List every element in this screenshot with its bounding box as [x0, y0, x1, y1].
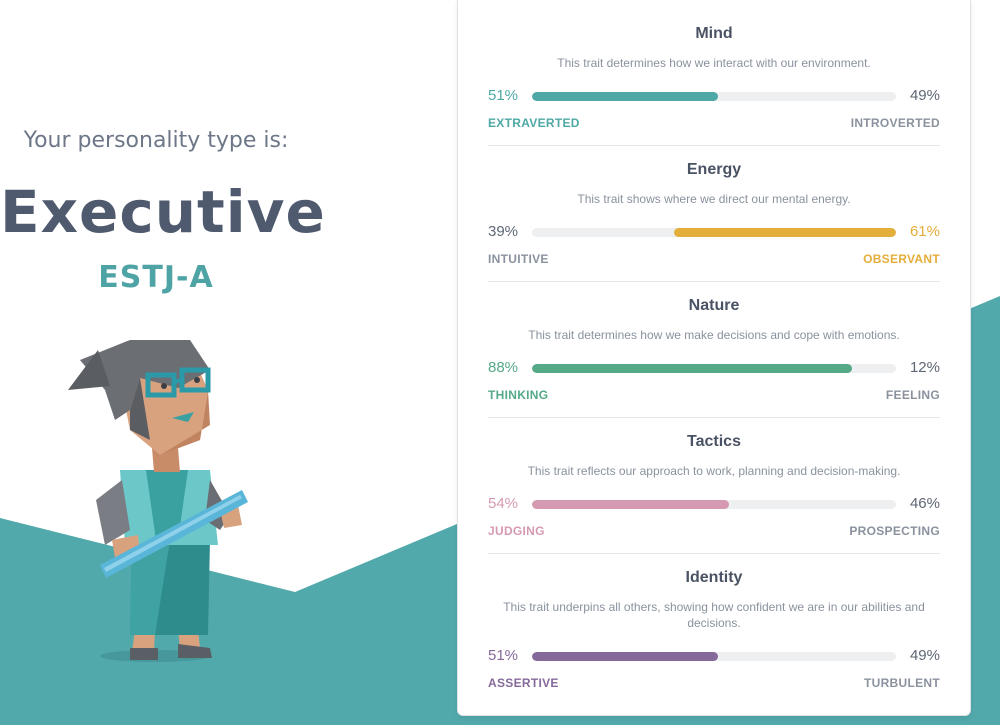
trait-nature: Nature This trait determines how we make… [488, 272, 940, 408]
trait-left-percent: 51% [488, 647, 519, 664]
trait-right-percent: 49% [909, 647, 940, 664]
divider [488, 417, 940, 418]
trait-progress-bar [532, 228, 896, 237]
trait-title: Energy [686, 161, 742, 178]
trait-right-label: TURBULENT [863, 676, 940, 690]
trait-left-percent: 88% [488, 359, 519, 376]
trait-right-percent: 61% [909, 223, 940, 240]
trait-right-label: INTROVERTED [850, 116, 940, 130]
traits-card: Mind This trait determines how we intera… [457, 0, 971, 716]
divider [488, 553, 940, 554]
trait-title: Nature [688, 297, 740, 314]
trait-title: Tactics [687, 433, 741, 450]
trait-left-percent: 39% [488, 223, 519, 240]
trait-left-percent: 51% [488, 87, 519, 104]
trait-description: This trait determines how we interact wi… [557, 56, 871, 70]
divider [488, 145, 940, 146]
trait-left-label: ASSERTIVE [488, 676, 559, 690]
trait-title: Identity [685, 569, 743, 586]
trait-left-percent: 54% [488, 495, 519, 512]
personality-type-name: Executive [0, 178, 326, 246]
trait-title: Mind [695, 25, 733, 42]
trait-description: This trait underpins all others, showing… [503, 600, 925, 630]
trait-progress-bar [532, 500, 896, 509]
trait-progress-bar [532, 364, 896, 373]
trait-right-percent: 49% [909, 87, 940, 104]
trait-right-label: OBSERVANT [863, 252, 940, 266]
trait-left-label: INTUITIVE [488, 252, 549, 266]
trait-description: This trait shows where we direct our men… [577, 192, 851, 206]
trait-progress-bar [532, 92, 896, 101]
trait-left-label: THINKING [488, 388, 549, 402]
trait-right-percent: 46% [909, 495, 940, 512]
trait-energy: Energy This trait shows where we direct … [488, 136, 940, 272]
trait-right-percent: 12% [909, 359, 940, 376]
trait-right-label: FEELING [885, 388, 940, 402]
personality-type-code: ESTJ-A [98, 260, 214, 295]
executive-character-illustration [68, 340, 248, 662]
trait-progress-bar [532, 652, 896, 661]
trait-mind: Mind This trait determines how we intera… [488, 0, 940, 136]
trait-description: This trait reflects our approach to work… [527, 464, 901, 478]
trait-right-label: PROSPECTING [849, 524, 940, 538]
intro-text: Your personality type is: [23, 128, 289, 153]
trait-left-label: JUDGING [488, 524, 545, 538]
divider [488, 281, 940, 282]
trait-left-label: EXTRAVERTED [488, 116, 580, 130]
trait-description: This trait determines how we make decisi… [528, 328, 900, 342]
trait-tactics: Tactics This trait reflects our approach… [488, 408, 940, 544]
trait-identity: Identity This trait underpins all others… [488, 544, 940, 704]
